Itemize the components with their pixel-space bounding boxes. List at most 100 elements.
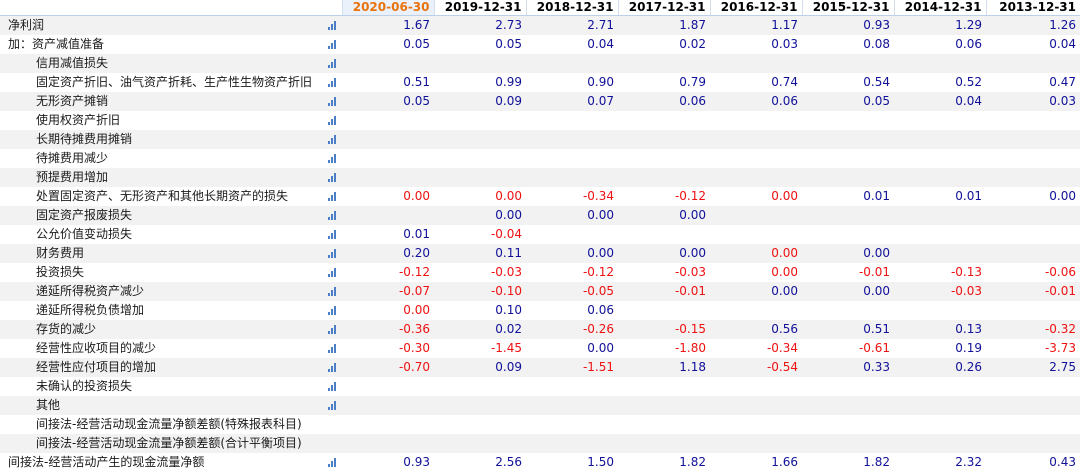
bar-chart-icon[interactable] <box>327 401 337 410</box>
table-row: 递延所得税负债增加 0.00 0.10 0.06 <box>0 301 1080 320</box>
value-cell: -0.26 <box>526 320 618 339</box>
value-cell <box>342 149 434 168</box>
value-cell <box>618 54 710 73</box>
column-header-date[interactable]: 2020-06-30 <box>341 0 434 16</box>
value-cell: 0.93 <box>802 15 894 35</box>
bar-chart-icon[interactable] <box>327 21 337 30</box>
value-cell: 2.32 <box>894 453 986 472</box>
value-cell <box>894 415 986 434</box>
table-row: 预提费用增加 <box>0 168 1080 187</box>
value-cell: -1.45 <box>434 339 526 358</box>
table-row: 固定资产折旧、油气资产折耗、生产性生物资产折旧 0.51 0.99 0.90 0.79 0… <box>0 73 1080 92</box>
value-cell <box>342 206 434 225</box>
value-cell <box>618 130 710 149</box>
value-cell <box>342 415 434 434</box>
bar-chart-icon[interactable] <box>327 230 337 239</box>
value-cell: 0.00 <box>618 206 710 225</box>
column-header-date[interactable]: 2016-12-31 <box>709 0 802 16</box>
value-cell <box>526 396 618 415</box>
value-cell <box>618 301 710 320</box>
value-cell: -0.01 <box>618 282 710 301</box>
value-cell: 0.93 <box>342 453 434 472</box>
bar-chart-icon[interactable] <box>327 287 337 296</box>
row-chart-cell <box>322 35 342 54</box>
value-cell <box>342 130 434 149</box>
value-cell <box>802 168 894 187</box>
bar-chart-icon[interactable] <box>327 78 337 87</box>
row-chart-cell <box>322 453 342 472</box>
bar-chart-icon[interactable] <box>327 211 337 220</box>
row-label: 使用权资产折旧 <box>0 111 322 130</box>
value-cell: 1.29 <box>894 15 986 35</box>
value-cell <box>986 111 1080 130</box>
row-chart-cell <box>322 396 342 415</box>
table-row: 净利润 1.67 2.73 2.71 1.87 1.17 0.93 1.29 1.26 <box>0 15 1080 35</box>
value-cell: 0.10 <box>434 301 526 320</box>
value-cell: 2.73 <box>434 15 526 35</box>
value-cell: -0.34 <box>710 339 802 358</box>
bar-chart-icon[interactable] <box>327 249 337 258</box>
value-cell: 0.74 <box>710 73 802 92</box>
value-cell: -0.12 <box>526 263 618 282</box>
column-header-date[interactable]: 2019-12-31 <box>433 0 526 16</box>
row-chart-cell <box>322 149 342 168</box>
table-row: 经营性应收项目的减少 -0.30 -1.45 0.00 -1.80 -0.34 -0.61 0… <box>0 339 1080 358</box>
value-cell <box>802 396 894 415</box>
value-cell <box>986 244 1080 263</box>
bar-chart-icon[interactable] <box>327 325 337 334</box>
row-label: 经营性应付项目的增加 <box>0 358 322 377</box>
value-cell <box>894 54 986 73</box>
bar-chart-icon[interactable] <box>327 116 337 125</box>
value-cell <box>894 168 986 187</box>
value-cell: 1.18 <box>618 358 710 377</box>
value-cell <box>434 377 526 396</box>
bar-chart-icon[interactable] <box>327 344 337 353</box>
value-cell <box>526 130 618 149</box>
value-cell: 1.87 <box>618 15 710 35</box>
bar-chart-icon[interactable] <box>327 382 337 391</box>
column-header-date[interactable]: 2015-12-31 <box>801 0 894 16</box>
value-cell <box>986 415 1080 434</box>
bar-chart-icon[interactable] <box>327 173 337 182</box>
row-chart-cell <box>322 263 342 282</box>
bar-chart-icon[interactable] <box>327 135 337 144</box>
bar-chart-icon[interactable] <box>327 154 337 163</box>
bar-chart-icon[interactable] <box>327 363 337 372</box>
value-cell: -0.03 <box>618 263 710 282</box>
column-header-date[interactable]: 2013-12-31 <box>985 0 1080 16</box>
value-cell: 0.02 <box>618 35 710 54</box>
value-cell <box>802 415 894 434</box>
value-cell: 0.07 <box>526 92 618 111</box>
value-cell <box>894 434 986 453</box>
value-cell <box>710 111 802 130</box>
value-cell: 0.47 <box>986 73 1080 92</box>
bar-chart-icon[interactable] <box>327 59 337 68</box>
row-label: 其他 <box>0 396 322 415</box>
column-header-date[interactable]: 2014-12-31 <box>893 0 986 16</box>
value-cell: -1.80 <box>618 339 710 358</box>
bar-chart-icon[interactable] <box>327 458 337 467</box>
value-cell: 0.20 <box>342 244 434 263</box>
value-cell: 0.00 <box>526 206 618 225</box>
bar-chart-icon[interactable] <box>327 97 337 106</box>
value-cell: 0.03 <box>986 92 1080 111</box>
table-row: 间接法-经营活动产生的现金流量净额 0.93 2.56 1.50 1.82 1.66 1.8… <box>0 453 1080 472</box>
value-cell <box>526 415 618 434</box>
value-cell <box>526 111 618 130</box>
bar-chart-icon[interactable] <box>327 306 337 315</box>
value-cell <box>342 54 434 73</box>
value-cell <box>710 168 802 187</box>
column-header-date[interactable]: 2018-12-31 <box>525 0 618 16</box>
bar-chart-icon[interactable] <box>327 192 337 201</box>
column-header-date[interactable]: 2017-12-31 <box>617 0 710 16</box>
chart-column-header <box>322 0 342 16</box>
bar-chart-icon[interactable] <box>327 40 337 49</box>
value-cell: 0.06 <box>618 92 710 111</box>
value-cell <box>894 225 986 244</box>
row-label: 无形资产摊销 <box>0 92 322 111</box>
value-cell: 0.09 <box>434 92 526 111</box>
value-cell: 0.06 <box>894 35 986 54</box>
row-chart-cell <box>322 282 342 301</box>
bar-chart-icon[interactable] <box>327 268 337 277</box>
value-cell: -0.10 <box>434 282 526 301</box>
